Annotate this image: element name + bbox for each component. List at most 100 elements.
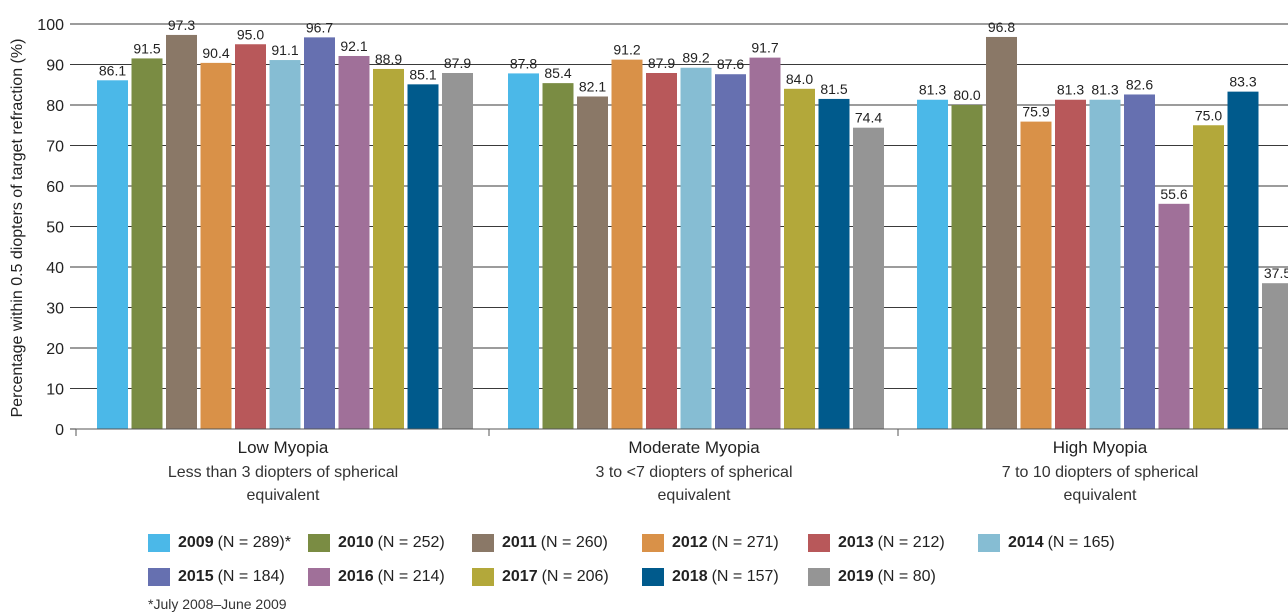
legend-item-2015: 2015 (N = 184) xyxy=(148,568,308,586)
bar-2013-group-3 xyxy=(1055,99,1086,430)
bar-2012-group-1 xyxy=(200,62,232,429)
group-subtitle: equivalent xyxy=(1064,487,1138,504)
bar-value-labels: 86.1 87.8 81.3 91.5 85.4 80.0 97.3 82.1 96.8 90.4… xyxy=(99,17,1288,281)
legend-n: (N = 289)* xyxy=(217,534,291,551)
group-labels: Low Myopia Less than 3 diopters of spheri… xyxy=(168,438,1198,504)
legend-item-2016: 2016 (N = 214) xyxy=(308,568,472,586)
bar-2015-group-2 xyxy=(715,74,746,429)
legend-swatch xyxy=(472,568,494,586)
legend-n: (N = 252) xyxy=(377,534,445,551)
bar-value-label: 91.1 xyxy=(271,42,298,58)
bar-2012-group-2 xyxy=(611,59,643,429)
group-subtitle: equivalent xyxy=(247,487,321,504)
bar-value-label: 87.9 xyxy=(444,55,471,71)
legend-year: 2019 xyxy=(838,568,874,585)
bar-value-label: 81.5 xyxy=(820,81,847,97)
bar-2010-group-2 xyxy=(542,83,574,429)
legend-year: 2018 xyxy=(672,568,708,585)
bar-2015-group-3 xyxy=(1124,94,1155,429)
bar-2014-group-2 xyxy=(680,67,712,430)
bar-2018-group-2 xyxy=(818,98,850,430)
y-tick-label: 80 xyxy=(46,98,64,115)
bar-2009-group-3 xyxy=(917,99,948,430)
legend-year: 2010 xyxy=(338,534,374,551)
y-tick-label: 100 xyxy=(37,17,64,34)
bar-2017-group-3 xyxy=(1193,125,1224,429)
bar-value-label: 91.2 xyxy=(613,42,640,58)
legend-swatch xyxy=(308,534,330,552)
bar-value-label: 92.1 xyxy=(340,38,367,54)
bar-value-label: 82.6 xyxy=(1126,76,1153,92)
legend-year: 2015 xyxy=(178,568,214,585)
legend-row: 2009 (N = 289)* 2010 (N = 252) 2011 (N = 260)… xyxy=(148,526,1248,560)
group-title: Low Myopia xyxy=(238,438,329,457)
legend-swatch xyxy=(978,534,1000,552)
group-title: Moderate Myopia xyxy=(628,438,760,457)
legend-item-2018: 2018 (N = 157) xyxy=(642,568,808,586)
legend-item-2009: 2009 (N = 289)* xyxy=(148,534,308,552)
bar-2019-group-1 xyxy=(442,73,473,429)
group-title: High Myopia xyxy=(1053,438,1148,457)
bar-2012-group-3 xyxy=(1020,121,1052,429)
legend-swatch xyxy=(148,534,170,552)
bar-value-label: 74.4 xyxy=(855,110,882,126)
bar-2009-group-2 xyxy=(508,73,539,429)
legend-swatch xyxy=(472,534,494,552)
legend-item-2017: 2017 (N = 206) xyxy=(472,568,642,586)
legend-item-2019: 2019 (N = 80) xyxy=(808,568,978,586)
bar-value-label: 37.5 xyxy=(1264,265,1288,281)
footnote: *July 2008–June 2009 xyxy=(148,596,287,612)
y-tick-label: 90 xyxy=(46,58,64,75)
bar-2010-group-3 xyxy=(951,105,983,429)
bar-value-label: 75.0 xyxy=(1195,107,1222,123)
legend-swatch xyxy=(642,534,664,552)
legend-year: 2011 xyxy=(502,534,537,551)
legend-swatch xyxy=(808,568,830,586)
legend-n: (N = 184) xyxy=(217,568,285,585)
bar-value-label: 87.9 xyxy=(648,55,675,71)
bar-value-label: 91.5 xyxy=(133,40,160,56)
bar-value-label: 85.4 xyxy=(544,65,571,81)
bar-value-label: 97.3 xyxy=(168,17,195,33)
group-subtitle: equivalent xyxy=(658,487,732,504)
bar-value-label: 84.0 xyxy=(786,71,813,87)
legend-swatch xyxy=(148,568,170,586)
legend-year: 2012 xyxy=(672,534,708,551)
legend-n: (N = 206) xyxy=(541,568,609,585)
legend: 2009 (N = 289)* 2010 (N = 252) 2011 (N = 260)… xyxy=(148,526,1248,594)
bar-value-label: 95.0 xyxy=(237,26,264,42)
bar-2018-group-1 xyxy=(407,84,439,429)
bar-2011-group-3 xyxy=(986,36,1017,430)
bar-2018-group-3 xyxy=(1227,91,1259,429)
bar-value-label: 87.8 xyxy=(510,55,537,71)
y-axis-ticks: 0 10 20 30 40 50 60 70 80 90 100 xyxy=(37,17,76,439)
bar-value-label: 87.6 xyxy=(717,56,744,72)
group-subtitle: Less than 3 diopters of spherical xyxy=(168,464,398,481)
bar-value-label: 85.1 xyxy=(409,66,436,82)
y-tick-label: 20 xyxy=(46,341,64,358)
bars xyxy=(97,34,1288,430)
y-axis-label: Percentage within 0.5 diopters of target… xyxy=(9,39,26,418)
bar-value-label: 81.3 xyxy=(919,82,946,98)
bar-value-label: 91.7 xyxy=(751,40,778,56)
legend-swatch xyxy=(642,568,664,586)
bar-2014-group-1 xyxy=(269,60,301,430)
bar-2015-group-1 xyxy=(304,37,335,430)
y-tick-label: 30 xyxy=(46,301,64,318)
legend-swatch xyxy=(308,568,330,586)
legend-year: 2013 xyxy=(838,534,874,551)
legend-year: 2016 xyxy=(338,568,374,585)
legend-row: 2015 (N = 184) 2016 (N = 214) 2017 (N = 206) 2… xyxy=(148,560,1248,594)
y-tick-label: 70 xyxy=(46,139,64,156)
bar-2019-group-3 xyxy=(1262,283,1288,429)
legend-item-2012: 2012 (N = 271) xyxy=(642,534,808,552)
legend-n: (N = 80) xyxy=(877,568,936,585)
bar-2019-group-2 xyxy=(853,127,884,430)
legend-n: (N = 157) xyxy=(711,568,779,585)
legend-n: (N = 271) xyxy=(711,534,779,551)
bar-value-label: 90.4 xyxy=(202,45,229,61)
x-axis-separators xyxy=(75,429,899,436)
bar-2011-group-2 xyxy=(577,96,608,430)
legend-n: (N = 165) xyxy=(1047,534,1115,551)
bar-2017-group-2 xyxy=(784,88,815,430)
